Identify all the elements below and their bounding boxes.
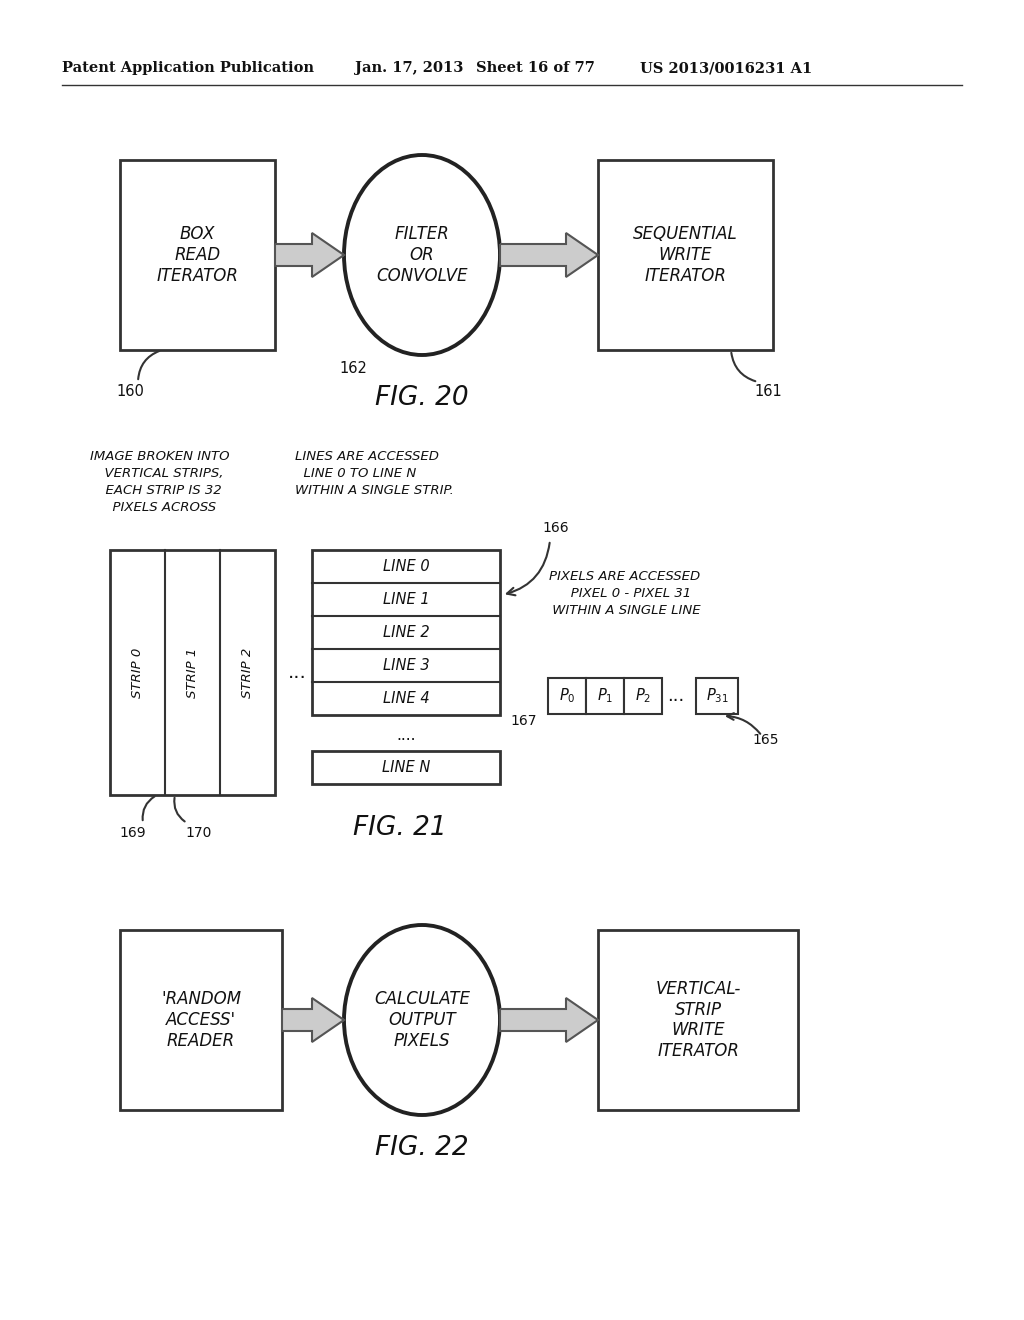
Text: CALCULATE
OUTPUT
PIXELS: CALCULATE OUTPUT PIXELS xyxy=(374,990,470,1049)
Text: STRIP 0: STRIP 0 xyxy=(131,647,144,698)
Bar xyxy=(586,678,624,714)
Bar xyxy=(120,931,282,1110)
Text: IMAGE BROKEN INTO
  VERTICAL STRIPS,
  EACH STRIP IS 32
  PIXELS ACROSS: IMAGE BROKEN INTO VERTICAL STRIPS, EACH … xyxy=(90,450,229,513)
Polygon shape xyxy=(312,234,344,277)
Text: BOX
READ
ITERATOR: BOX READ ITERATOR xyxy=(157,226,239,285)
Bar xyxy=(598,931,798,1110)
Text: FIG. 21: FIG. 21 xyxy=(353,814,446,841)
Text: $P_2$: $P_2$ xyxy=(635,686,651,705)
Text: LINE 0: LINE 0 xyxy=(383,558,429,574)
Text: 169: 169 xyxy=(120,826,146,840)
Text: Patent Application Publication: Patent Application Publication xyxy=(62,61,314,75)
Text: LINE 1: LINE 1 xyxy=(383,591,429,607)
Text: ...: ... xyxy=(668,686,685,705)
Text: FIG. 22: FIG. 22 xyxy=(375,1135,469,1162)
Bar xyxy=(120,160,275,350)
Bar xyxy=(110,550,275,795)
Bar xyxy=(696,678,738,714)
Text: ....: .... xyxy=(396,727,416,742)
Bar xyxy=(282,1008,312,1031)
Text: 160: 160 xyxy=(116,384,144,399)
Bar xyxy=(624,678,662,714)
Text: LINE 2: LINE 2 xyxy=(383,624,429,640)
Text: VERTICAL-
STRIP
WRITE
ITERATOR: VERTICAL- STRIP WRITE ITERATOR xyxy=(655,979,740,1060)
Bar xyxy=(548,678,586,714)
Text: SEQUENTIAL
WRITE
ITERATOR: SEQUENTIAL WRITE ITERATOR xyxy=(633,226,738,285)
Bar xyxy=(500,1008,566,1031)
Bar xyxy=(312,550,500,715)
Text: STRIP 1: STRIP 1 xyxy=(186,647,199,698)
Text: 162: 162 xyxy=(339,360,367,376)
Text: PIXELS ARE ACCESSED
   PIXEL 0 - PIXEL 31
 WITHIN A SINGLE LINE: PIXELS ARE ACCESSED PIXEL 0 - PIXEL 31 W… xyxy=(548,570,700,616)
Text: Jan. 17, 2013: Jan. 17, 2013 xyxy=(355,61,464,75)
Text: LINES ARE ACCESSED
  LINE 0 TO LINE N
WITHIN A SINGLE STRIP.: LINES ARE ACCESSED LINE 0 TO LINE N WITH… xyxy=(295,450,454,498)
Text: 170: 170 xyxy=(185,826,212,840)
Polygon shape xyxy=(566,998,598,1041)
Bar xyxy=(312,751,500,784)
Text: $P_0$: $P_0$ xyxy=(559,686,575,705)
Bar xyxy=(275,244,312,267)
Text: 165: 165 xyxy=(752,733,778,747)
Text: Sheet 16 of 77: Sheet 16 of 77 xyxy=(476,61,595,75)
Text: US 2013/0016231 A1: US 2013/0016231 A1 xyxy=(640,61,812,75)
Text: 166: 166 xyxy=(542,521,568,535)
Text: $P_1$: $P_1$ xyxy=(597,686,613,705)
Bar xyxy=(500,244,566,267)
Polygon shape xyxy=(566,234,598,277)
Ellipse shape xyxy=(344,154,500,355)
Text: FILTER
OR
CONVOLVE: FILTER OR CONVOLVE xyxy=(376,226,468,285)
Text: 167: 167 xyxy=(510,714,537,729)
Polygon shape xyxy=(312,998,344,1041)
Text: STRIP 2: STRIP 2 xyxy=(241,647,254,698)
Bar xyxy=(598,160,773,350)
Text: ...: ... xyxy=(288,663,306,682)
Text: LINE 3: LINE 3 xyxy=(383,657,429,673)
Ellipse shape xyxy=(344,925,500,1115)
Text: FIG. 20: FIG. 20 xyxy=(375,385,469,411)
Text: 161: 161 xyxy=(754,384,782,399)
Text: 'RANDOM
ACCESS'
READER: 'RANDOM ACCESS' READER xyxy=(161,990,241,1049)
Text: LINE N: LINE N xyxy=(382,760,430,775)
Text: LINE 4: LINE 4 xyxy=(383,690,429,706)
Text: $P_{31}$: $P_{31}$ xyxy=(706,686,728,705)
